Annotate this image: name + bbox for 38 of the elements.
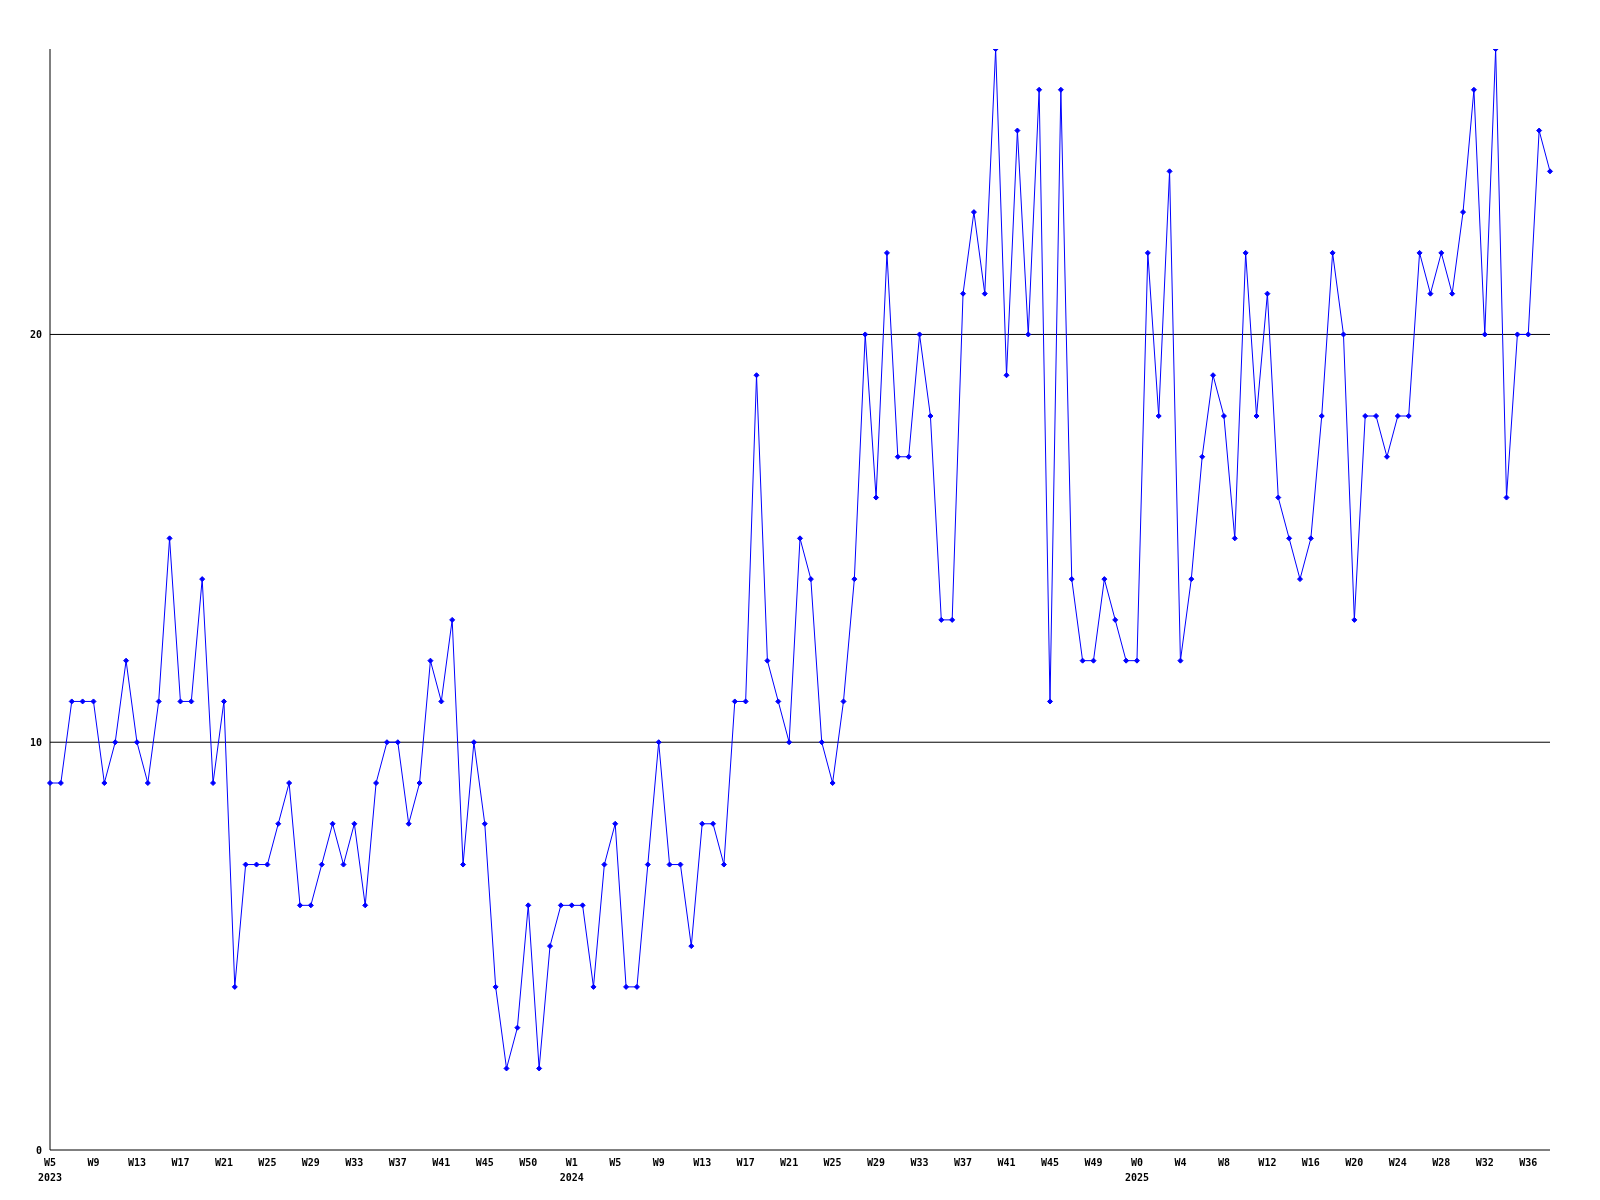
x-tick-label: W0 2025 <box>1124 1157 1149 1183</box>
x-tick-label: W49 <box>1084 1157 1103 1168</box>
x-tick-label: W33 <box>910 1157 929 1168</box>
x-tick-label: W17 <box>736 1157 755 1168</box>
x-tick-label: W45 <box>475 1157 494 1168</box>
x-tick-label: W4 <box>1174 1157 1187 1168</box>
x-tick-label: W21 <box>214 1157 233 1168</box>
x-tick-label: W33 <box>345 1157 364 1168</box>
x-tick-label: W25 <box>258 1157 277 1168</box>
x-tick-label: W41 <box>997 1157 1016 1168</box>
x-tick-label: W13 <box>127 1157 146 1168</box>
x-tick-label: W5 2023 <box>37 1157 63 1183</box>
x-tick-label: W37 <box>388 1157 407 1168</box>
x-tick-label: W32 <box>1475 1157 1494 1168</box>
y-tick-label: 20 <box>29 328 42 340</box>
y-tick-label: 0 <box>35 1144 42 1156</box>
x-tick-label: W50 <box>519 1157 538 1168</box>
x-tick-label: W1 2024 <box>559 1157 584 1183</box>
x-tick-label: W29 <box>301 1157 320 1168</box>
x-tick-label: W9 <box>652 1157 665 1168</box>
x-tick-label: W24 <box>1388 1157 1407 1168</box>
x-tick-label: W36 <box>1519 1157 1538 1168</box>
x-tick-label: W5 <box>609 1157 622 1168</box>
x-tick-label: W25 <box>823 1157 842 1168</box>
x-tick-label: W28 <box>1432 1157 1451 1168</box>
x-tick-label: W37 <box>954 1157 973 1168</box>
x-tick-label: W17 <box>171 1157 190 1168</box>
x-tick-label: W9 <box>87 1157 100 1168</box>
x-tick-label: W29 <box>867 1157 886 1168</box>
x-tick-label: W13 <box>693 1157 712 1168</box>
x-tick-label: W45 <box>1040 1157 1060 1168</box>
x-tick-label: W12 <box>1258 1157 1277 1168</box>
x-tick-label: W21 <box>780 1157 799 1168</box>
x-tick-label: W20 <box>1345 1157 1364 1168</box>
x-tick-label: W16 <box>1301 1157 1320 1168</box>
x-tick-label: W41 <box>432 1157 451 1168</box>
y-tick-label: 10 <box>29 736 42 748</box>
x-tick-label: W8 <box>1217 1157 1230 1168</box>
